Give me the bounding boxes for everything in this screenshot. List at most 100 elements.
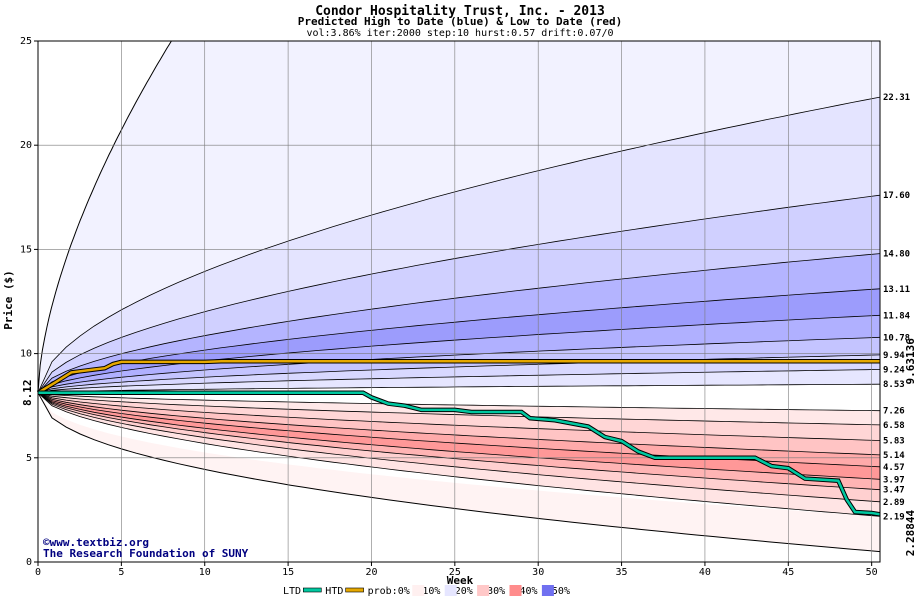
high-quantile-line-0: [37, 383, 881, 394]
legend-label-2: prob:0%: [368, 586, 410, 597]
band-low-2: [38, 392, 880, 441]
quantile-labels: 8.53 9.24 9.94 10.78 11.84 13.11 14.80 17.60 22.…: [883, 93, 917, 556]
low-quantile-line-0: [37, 392, 881, 412]
legend-swatch-3: [412, 585, 425, 596]
x-tick-label-35: 35: [616, 567, 628, 578]
band-high-7: [38, 195, 880, 393]
quantile-label-16: 2.89: [883, 498, 905, 508]
x-tick-label-15: 15: [282, 567, 294, 578]
outer-low-line: [37, 392, 881, 553]
legend-swatch-1: [345, 587, 364, 593]
legend-label-7: <50%: [546, 586, 570, 597]
band-high-8: [38, 97, 880, 393]
x-tick-label-5: 5: [118, 567, 124, 578]
x-tick-label-50: 50: [866, 567, 878, 578]
chart-params: vol:3.86% iter:2000 step:10 hurst:0.57 d…: [306, 28, 613, 39]
y-tick-label-20: 20: [20, 140, 32, 151]
band-high-outer: [38, 41, 880, 393]
quantile-label-3: 10.78: [883, 333, 910, 343]
quantile-label-13: 4.57: [883, 463, 905, 473]
quantile-label-12: 5.14: [883, 451, 905, 461]
x-tick-label-30: 30: [532, 567, 544, 578]
band-high-3: [38, 337, 880, 393]
high-quantile-line-1: [37, 369, 881, 394]
series-lines: [36, 359, 881, 517]
y-tick-label-15: 15: [20, 244, 32, 255]
x-tick-label-25: 25: [449, 567, 461, 578]
x-tick-label-20: 20: [365, 567, 377, 578]
quantile-label-2: 9.94: [883, 351, 905, 361]
legend-label-0: LTD: [283, 586, 301, 597]
band-low-3: [38, 392, 880, 455]
y-axis-label: Price ($): [2, 270, 15, 330]
y-tick-label-5: 5: [26, 453, 32, 464]
low-quantile-line-8: [37, 392, 881, 517]
ltd-final-label: 2.28844: [904, 509, 917, 556]
x-tick-label-0: 0: [35, 567, 41, 578]
chart-title: Condor Hospitality Trust, Inc. - 2013: [315, 4, 605, 19]
legend-label-3: <10%: [416, 586, 440, 597]
legend-swatch-0: [302, 587, 322, 593]
band-high-5: [38, 288, 880, 393]
x-axis-label: Week: [447, 574, 474, 587]
high-quantile-line-8: [37, 96, 881, 393]
plot-frame: [37, 40, 881, 563]
quantile-label-4: 11.84: [883, 311, 911, 321]
htd-final-label: 9.63136: [904, 338, 917, 385]
high-quantile-line-2: [37, 354, 881, 394]
x-tick-label-45: 45: [782, 567, 794, 578]
quantile-label-8: 22.31: [883, 93, 910, 103]
chart-subtitle: Predicted High to Date (blue) & Low to D…: [298, 15, 623, 28]
quantile-label-7: 17.60: [883, 191, 910, 201]
high-quantile-line-3: [37, 336, 881, 394]
band-low-6: [38, 392, 880, 490]
x-tick-label-40: 40: [699, 567, 711, 578]
quantile-label-10: 6.58: [883, 421, 905, 431]
high-quantile-line-6: [37, 253, 881, 394]
legend-label-6: <40%: [514, 586, 538, 597]
low-quantile-line-6: [37, 392, 881, 491]
legend-swatch-4: [444, 585, 457, 596]
y-tick-label-25: 25: [20, 36, 32, 47]
quantile-label-15: 3.47: [883, 486, 905, 496]
low-quantile-line-5: [37, 392, 881, 480]
probability-bands: [37, 40, 881, 553]
low-quantile-line-1: [37, 392, 881, 426]
low-quantile-line-2: [37, 392, 881, 441]
band-low-8: [38, 392, 880, 517]
band-low-0: [38, 392, 880, 411]
ltd-line: [38, 391, 881, 516]
outer-high-line: [37, 40, 172, 393]
quantile-label-9: 7.26: [883, 407, 905, 417]
watermark-org: The Research Foundation of SUNY: [43, 547, 249, 560]
band-high-6: [38, 253, 880, 393]
x-tick-label-10: 10: [199, 567, 211, 578]
quantile-label-14: 3.97: [883, 475, 905, 485]
high-quantile-line-7: [37, 194, 881, 394]
legend-label-4: <20%: [449, 586, 473, 597]
watermark-url: ©www.textbiz.org: [43, 536, 149, 549]
start-price-label: 8.12: [21, 380, 34, 407]
band-high-1: [38, 369, 880, 393]
band-low-7: [38, 392, 880, 502]
quantile-label-5: 13.11: [883, 285, 910, 295]
low-quantile-line-7: [37, 392, 881, 503]
quantile-label-17: 2.19: [883, 512, 905, 522]
high-quantile-line-5: [37, 288, 881, 394]
band-low-4: [38, 392, 880, 467]
legend-label-1: HTD: [325, 586, 343, 597]
low-quantile-line-3: [37, 392, 881, 456]
quantile-label-0: 8.53: [883, 380, 905, 390]
quantile-label-1: 9.24: [883, 365, 905, 375]
y-tick-label-10: 10: [20, 349, 32, 360]
quantile-label-6: 14.80: [883, 250, 910, 260]
band-high-4: [38, 315, 880, 393]
quantile-label-11: 5.83: [883, 437, 905, 447]
legend-label-5: <30%: [481, 586, 505, 597]
legend-swatch-6: [509, 585, 522, 596]
axis-ticks: 0 5 10 15 20 25 30 35 40 45 50 0 5 10 15 20 25 8.12: [20, 36, 878, 578]
band-high-2: [38, 354, 880, 393]
band-low-outer: [38, 392, 880, 552]
htd-line: [37, 360, 880, 394]
